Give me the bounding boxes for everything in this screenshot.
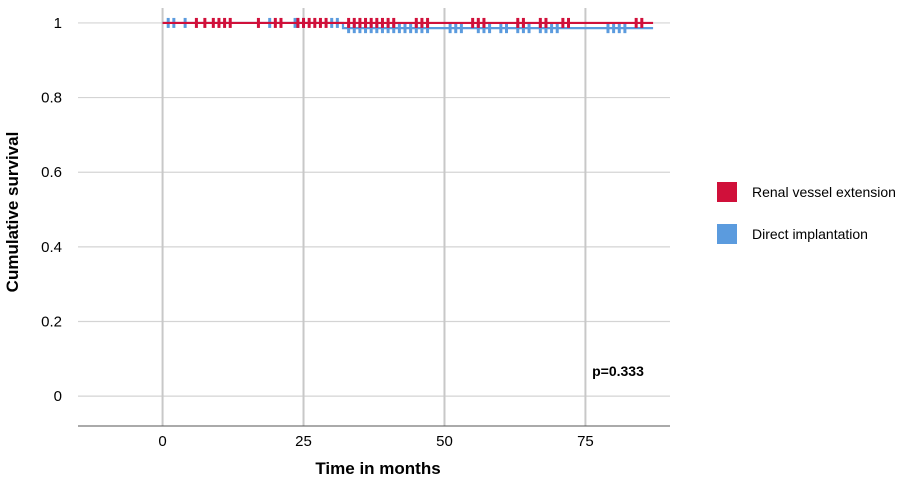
p-value-annotation: p=0.333 [592, 363, 644, 379]
legend: Renal vessel extension Direct implantati… [717, 182, 896, 244]
x-tick-label: 25 [295, 433, 312, 450]
legend-label-renal: Renal vessel extension [752, 184, 896, 200]
x-tick-label: 0 [158, 433, 166, 450]
series-renal-vessel-extension [162, 17, 654, 28]
x-axis-label: Time in months [315, 459, 440, 478]
y-tick-label: 0.2 [41, 314, 62, 331]
y-tick-label: 0.4 [41, 239, 62, 256]
grid-lines [78, 8, 670, 426]
legend-swatch-renal [717, 182, 737, 202]
y-axis-label: Cumulative survival [3, 132, 22, 293]
x-tick-label: 50 [436, 433, 453, 450]
y-tick-label: 0 [54, 388, 62, 405]
tick-labels: 0 25 50 75 0 0.2 0.4 0.6 0.8 1 [41, 15, 594, 450]
x-tick-label: 75 [577, 433, 594, 450]
legend-swatch-direct [717, 224, 737, 244]
y-tick-label: 0.6 [41, 164, 62, 181]
y-tick-label: 0.8 [41, 90, 62, 107]
legend-label-direct: Direct implantation [752, 226, 868, 242]
series-layer [162, 17, 654, 34]
y-tick-label: 1 [54, 15, 62, 32]
series-direct-implantation [162, 17, 654, 34]
